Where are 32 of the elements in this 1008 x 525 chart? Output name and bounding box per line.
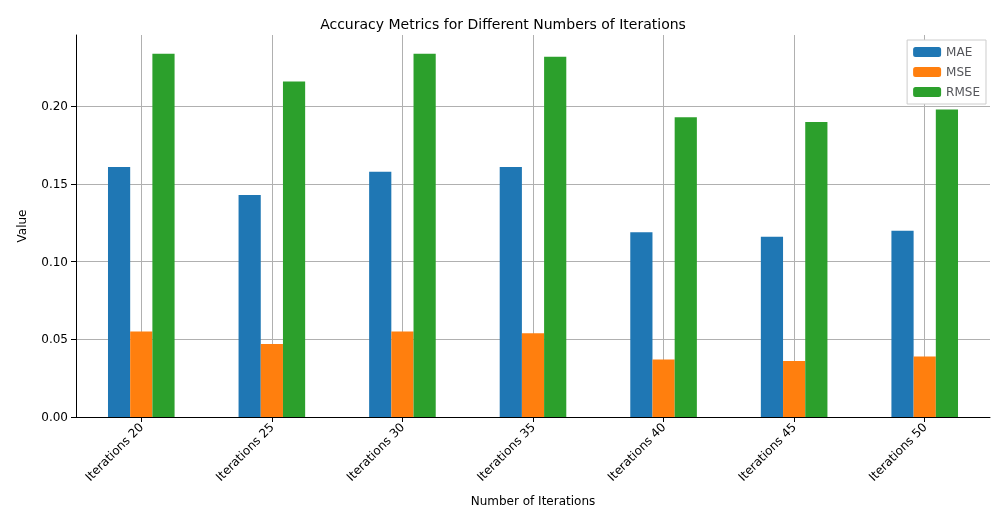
y-axis-title: Value bbox=[15, 209, 29, 243]
bar bbox=[652, 359, 675, 417]
bar bbox=[913, 356, 936, 417]
y-tick-label: 0.15 bbox=[41, 177, 68, 192]
bar bbox=[413, 53, 436, 417]
y-tick-label: 0.20 bbox=[41, 99, 68, 114]
bar bbox=[630, 232, 653, 417]
bar bbox=[130, 331, 153, 417]
bar bbox=[282, 81, 306, 417]
y-tick-label: 0.05 bbox=[41, 332, 68, 347]
bar bbox=[391, 331, 414, 417]
legend-label: MAE bbox=[946, 45, 973, 59]
y-tick-label: 0.10 bbox=[41, 254, 68, 269]
bar bbox=[935, 109, 959, 417]
legend-label: MSE bbox=[946, 65, 972, 79]
bar bbox=[521, 333, 545, 417]
bar bbox=[107, 166, 131, 417]
bar bbox=[760, 236, 784, 417]
bar bbox=[260, 344, 283, 417]
bar bbox=[783, 361, 806, 417]
y-tick-label: 0.00 bbox=[41, 410, 68, 424]
x-axis-title: Number of Iterations bbox=[470, 494, 596, 508]
bar bbox=[891, 230, 914, 417]
bar bbox=[805, 121, 828, 417]
bar bbox=[544, 56, 567, 417]
bar bbox=[369, 171, 392, 417]
bar bbox=[238, 194, 261, 417]
bar bbox=[152, 53, 175, 417]
bar bbox=[674, 117, 697, 417]
legend-label: RMSE bbox=[946, 85, 980, 99]
chart-title: Accuracy Metrics for Different Numbers of Iterations bbox=[320, 16, 686, 32]
bar bbox=[499, 166, 522, 417]
